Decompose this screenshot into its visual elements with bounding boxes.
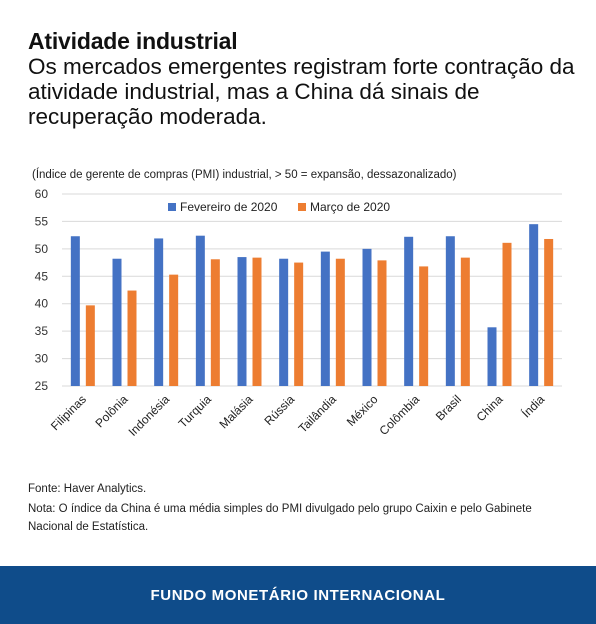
bar-chart: (Índice de gerente de compras (PMI) indu…	[32, 168, 562, 439]
y-tick-label: 40	[35, 297, 49, 311]
x-tick-label: Filipinas	[48, 392, 89, 433]
legend-swatch	[298, 203, 306, 211]
legend-label: Fevereiro de 2020	[180, 200, 278, 214]
bar-mar	[419, 266, 429, 386]
bar-mar	[127, 290, 137, 386]
x-tick-label: Brasil	[433, 392, 464, 423]
bar-mar	[377, 260, 387, 386]
bar-fev	[445, 236, 455, 386]
bar-fev	[70, 236, 80, 386]
bar-fev	[487, 327, 497, 386]
x-tick-label: Indonésia	[126, 392, 173, 439]
footer-label: FUNDO MONETÁRIO INTERNACIONAL	[150, 586, 446, 604]
bar-fev	[529, 224, 539, 386]
bar-fev	[279, 258, 289, 386]
x-tick-label: Tailândia	[296, 392, 340, 436]
footer-banner: FUNDO MONETÁRIO INTERNACIONAL	[0, 566, 596, 624]
y-tick-label: 55	[35, 214, 49, 228]
bar-fev	[320, 251, 330, 386]
x-tick-label: Polônia	[92, 392, 130, 430]
footnote: Nota: O índice da China é uma média simp…	[28, 503, 532, 533]
bar-fev	[237, 257, 247, 386]
x-tick-label: Colômbia	[377, 392, 423, 438]
x-tick-label: Malásia	[216, 392, 255, 431]
chart-subtitle: Os mercados emergentes registram forte c…	[28, 54, 575, 129]
bar-fev	[154, 238, 164, 386]
legend-label: Março de 2020	[310, 200, 390, 214]
bar-mar	[169, 274, 179, 386]
bar-mar	[544, 238, 554, 386]
bar-mar	[502, 242, 512, 386]
x-tick-label: Índia	[518, 391, 547, 420]
chart-area: (Índice de gerente de compras (PMI) indu…	[0, 158, 596, 458]
bar-fev	[404, 236, 414, 386]
x-tick-label: México	[344, 392, 381, 429]
x-tick-label: China	[474, 392, 506, 424]
y-tick-label: 60	[35, 187, 49, 201]
bar-fev	[362, 248, 372, 386]
bar-mar	[252, 257, 262, 386]
y-tick-label: 50	[35, 242, 49, 256]
y-tick-label: 35	[35, 324, 49, 338]
chart-caption: (Índice de gerente de compras (PMI) indu…	[32, 168, 457, 181]
x-tick-label: Rússia	[261, 392, 297, 428]
bar-mar	[460, 257, 470, 386]
source-note: Fonte: Haver Analytics.	[28, 483, 147, 495]
notes-block: Fonte: Haver Analytics. Nota: O índice d…	[28, 480, 568, 538]
bar-mar	[294, 262, 304, 386]
y-tick-label: 45	[35, 269, 49, 283]
bar-fev	[112, 258, 122, 386]
bar-mar	[335, 258, 345, 386]
bar-mar	[85, 305, 95, 386]
y-tick-label: 30	[35, 352, 49, 366]
legend-swatch	[168, 203, 176, 211]
y-tick-label: 25	[35, 379, 49, 393]
bar-fev	[195, 235, 205, 386]
chart-title: Atividade industrial	[28, 28, 238, 54]
bar-mar	[210, 259, 220, 386]
x-tick-label: Turquia	[176, 392, 215, 431]
